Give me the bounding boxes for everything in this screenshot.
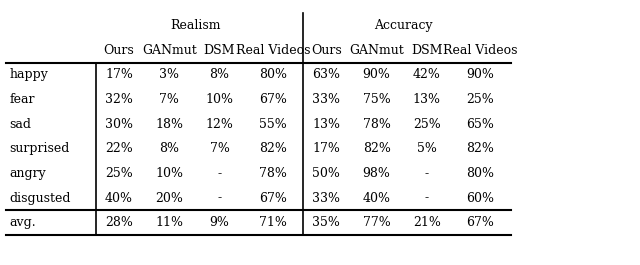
Text: 78%: 78% [259, 167, 287, 180]
Text: 60%: 60% [467, 192, 494, 205]
Text: Real Videos: Real Videos [443, 44, 518, 57]
Text: happy: happy [10, 68, 49, 81]
Text: -: - [425, 192, 429, 205]
Text: angry: angry [10, 167, 46, 180]
Text: surprised: surprised [10, 142, 70, 155]
Text: 40%: 40% [105, 192, 133, 205]
Text: 63%: 63% [312, 68, 340, 81]
Text: Accuracy: Accuracy [374, 19, 433, 32]
Text: 78%: 78% [363, 118, 390, 131]
Text: 82%: 82% [467, 142, 494, 155]
Text: 11%: 11% [156, 216, 183, 229]
Text: 25%: 25% [105, 167, 133, 180]
Text: 25%: 25% [467, 93, 494, 106]
Text: 25%: 25% [413, 118, 441, 131]
Text: 80%: 80% [259, 68, 287, 81]
Text: 32%: 32% [105, 93, 133, 106]
Text: 10%: 10% [205, 93, 234, 106]
Text: 50%: 50% [312, 167, 340, 180]
Text: 82%: 82% [363, 142, 390, 155]
Text: 67%: 67% [467, 216, 494, 229]
Text: 33%: 33% [312, 93, 340, 106]
Text: GANmut: GANmut [349, 44, 404, 57]
Text: 21%: 21% [413, 216, 441, 229]
Text: 17%: 17% [105, 68, 133, 81]
Text: DSM: DSM [204, 44, 236, 57]
Text: 80%: 80% [467, 167, 494, 180]
Text: 77%: 77% [363, 216, 390, 229]
Text: 90%: 90% [467, 68, 494, 81]
Text: -: - [425, 167, 429, 180]
Text: 17%: 17% [312, 142, 340, 155]
Text: 65%: 65% [467, 118, 494, 131]
Text: disgusted: disgusted [10, 192, 71, 205]
Text: 33%: 33% [312, 192, 340, 205]
Text: sad: sad [10, 118, 31, 131]
Text: 3%: 3% [159, 68, 179, 81]
Text: Realism: Realism [171, 19, 221, 32]
Text: 42%: 42% [413, 68, 441, 81]
Text: 5%: 5% [417, 142, 437, 155]
Text: 90%: 90% [363, 68, 390, 81]
Text: 7%: 7% [209, 142, 230, 155]
Text: 75%: 75% [363, 93, 390, 106]
Text: 71%: 71% [259, 216, 287, 229]
Text: 67%: 67% [259, 192, 287, 205]
Text: GANmut: GANmut [142, 44, 196, 57]
Text: 55%: 55% [259, 118, 287, 131]
Text: 8%: 8% [209, 68, 230, 81]
Text: -: - [218, 167, 221, 180]
Text: 9%: 9% [209, 216, 230, 229]
Text: 82%: 82% [259, 142, 287, 155]
Text: 40%: 40% [363, 192, 390, 205]
Text: 12%: 12% [205, 118, 234, 131]
Text: DSM: DSM [411, 44, 443, 57]
Text: Ours: Ours [311, 44, 342, 57]
Text: 67%: 67% [259, 93, 287, 106]
Text: 30%: 30% [105, 118, 133, 131]
Text: 10%: 10% [156, 167, 183, 180]
Text: 98%: 98% [363, 167, 390, 180]
Text: Ours: Ours [104, 44, 134, 57]
Text: 20%: 20% [156, 192, 183, 205]
Text: 28%: 28% [105, 216, 133, 229]
Text: 7%: 7% [159, 93, 179, 106]
Text: -: - [218, 192, 221, 205]
Text: fear: fear [10, 93, 35, 106]
Text: 35%: 35% [312, 216, 340, 229]
Text: 22%: 22% [105, 142, 133, 155]
Text: 13%: 13% [413, 93, 441, 106]
Text: Real Videos: Real Videos [236, 44, 310, 57]
Text: 13%: 13% [312, 118, 340, 131]
Text: 8%: 8% [159, 142, 179, 155]
Text: avg.: avg. [10, 216, 36, 229]
Text: 18%: 18% [156, 118, 183, 131]
